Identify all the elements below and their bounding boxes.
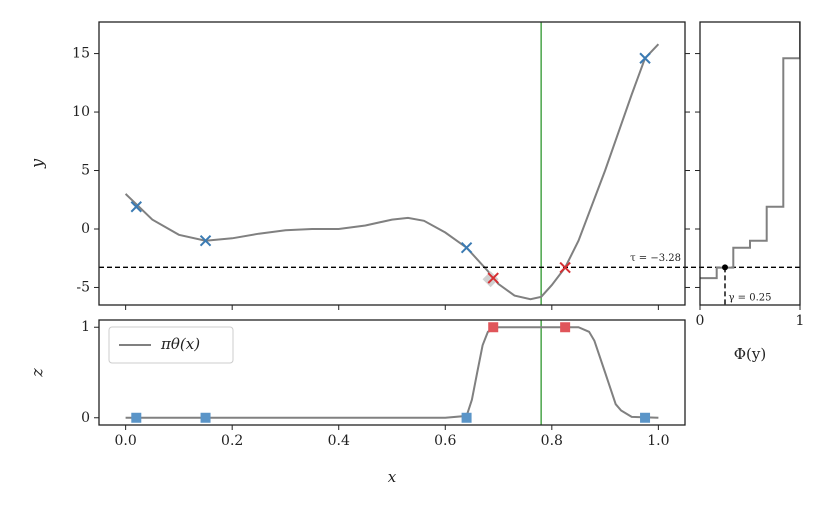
y-tick-label: 1 xyxy=(81,319,90,335)
x-tick-label: 0.6 xyxy=(434,433,456,449)
y-tick-label: 0 xyxy=(81,221,90,237)
plot-area xyxy=(124,22,660,305)
marker-x xyxy=(460,241,473,254)
marker-square xyxy=(131,412,142,423)
legend-box xyxy=(108,326,234,364)
plot-area xyxy=(700,22,800,280)
gamma-point xyxy=(722,264,728,271)
x-axis-label: x xyxy=(388,468,397,486)
marker-x xyxy=(199,234,212,247)
x-tick-label: 0.0 xyxy=(115,433,137,449)
ecdf-step xyxy=(700,22,800,280)
marker-square xyxy=(200,412,211,423)
y-tick-label: 10 xyxy=(72,104,90,120)
marker-diamond xyxy=(482,271,499,288)
y-axis-label: z xyxy=(28,368,47,378)
y-tick-label: -5 xyxy=(76,279,90,295)
legend-label: πθ(x) xyxy=(160,335,200,353)
marker-x xyxy=(130,201,142,213)
marker-x xyxy=(487,272,499,284)
x-tick-label: 0 xyxy=(696,313,705,329)
x-tick-label: 1.0 xyxy=(647,433,669,449)
marker-square xyxy=(461,412,472,423)
x-tick-label: 0.4 xyxy=(328,433,350,449)
y-tick-label: 15 xyxy=(72,46,90,62)
x-tick-label: 1 xyxy=(796,313,805,329)
x-tick-label: 0.8 xyxy=(541,433,563,449)
y-tick-label: 5 xyxy=(81,163,90,179)
curve xyxy=(124,43,660,301)
marker-square xyxy=(560,322,571,333)
axes-frame xyxy=(98,319,686,426)
x-tick-label: 0.2 xyxy=(221,433,243,449)
marker-x xyxy=(559,261,571,274)
y-tick-label: 0 xyxy=(81,410,90,426)
marker-square xyxy=(488,322,499,333)
marker-square xyxy=(640,412,651,423)
x-axis-label: Φ(y) xyxy=(734,345,766,363)
axes-frame xyxy=(98,21,686,306)
annotation: γ = 0.25 xyxy=(729,293,772,304)
axes-frame xyxy=(699,21,801,306)
annotation: τ = −3.28 xyxy=(630,253,681,264)
y-axis-label: y xyxy=(28,158,47,169)
marker-x xyxy=(639,52,651,64)
